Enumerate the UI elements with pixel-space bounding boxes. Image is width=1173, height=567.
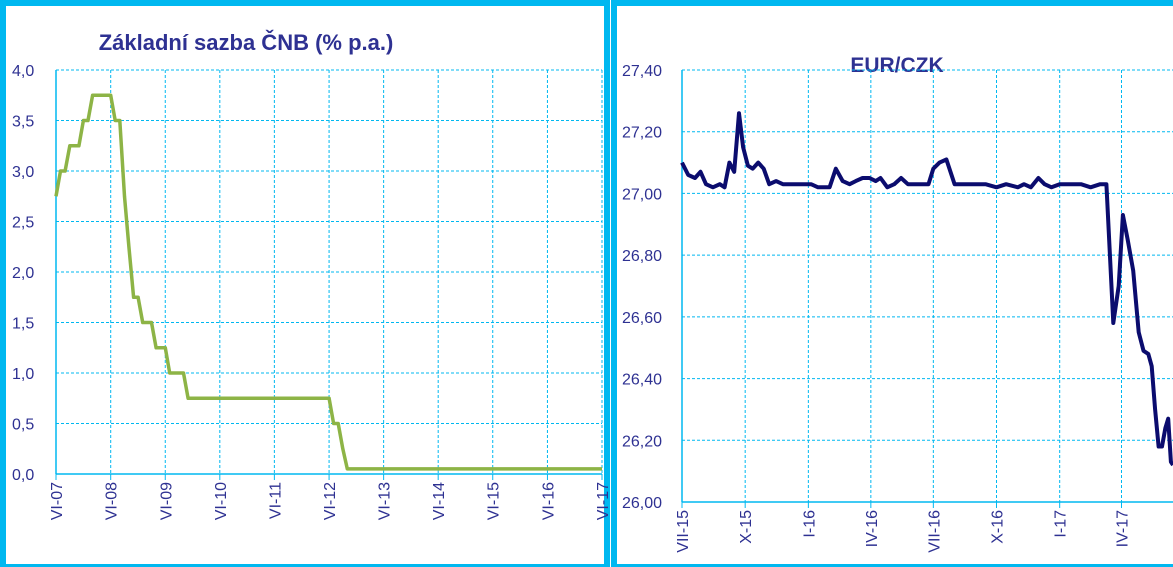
left-chart-x-tick-label: VI-07 [49, 482, 66, 520]
right-chart-y-tick-label: 26,80 [622, 248, 662, 265]
right-chart-series-line [680, 111, 1173, 467]
left-chart-x-tick-label: VI-12 [322, 482, 339, 520]
right-chart-title: EUR/CZK [850, 54, 943, 77]
left-chart-y-tick-label: 1,5 [12, 316, 34, 333]
left-chart-x-tick-label: VI-16 [540, 482, 557, 520]
left-chart-panel [0, 0, 610, 567]
right-chart-y-tick-label: 27,40 [622, 63, 662, 80]
left-chart-x-tick-label: VI-09 [158, 482, 175, 520]
left-chart-title: Základní sazba ČNB (% p.a.) [99, 30, 394, 55]
left-chart-y-tick-label: 3,5 [12, 114, 34, 131]
right-chart-x-axis: VII-15 X-15 I-16 IV-16 VII-16 X-16 I-17 IV-17 [675, 510, 1131, 553]
right-chart-x-tick-label: X-16 [990, 510, 1007, 544]
right-chart-x-tick-label: VII-15 [675, 510, 692, 553]
right-chart-y-tick-label: 26,20 [622, 433, 662, 450]
left-chart-series [54, 93, 602, 471]
left-chart-y-tick-label: 4,0 [12, 63, 34, 80]
right-chart-panel [611, 0, 1173, 567]
right-chart-y-tick-label: 27,20 [622, 125, 662, 142]
left-chart-x-tick-label: VI-08 [104, 482, 121, 520]
right-chart-series [680, 111, 1173, 467]
right-chart-x-tick-label: IV-17 [1114, 510, 1131, 547]
right-chart-x-tick-label: I-16 [801, 510, 818, 538]
left-chart-grid [55, 69, 603, 480]
left-chart-x-tick-label: VI-17 [595, 482, 612, 520]
left-chart-x-tick-label: VI-11 [267, 482, 284, 519]
left-chart-y-tick-label: 2,0 [12, 265, 34, 282]
left-chart-y-tick-label: 0,0 [12, 467, 34, 484]
right-chart-grid [681, 69, 1173, 508]
left-chart-y-axis: 0,0 0,5 1,0 1,5 2,0 2,5 3,0 3,5 4,0 [12, 63, 34, 484]
left-chart-y-tick-label: 1,0 [12, 366, 34, 383]
left-chart-y-tick-label: 2,5 [12, 215, 34, 232]
right-chart-y-tick-label: 26,60 [622, 310, 662, 327]
left-chart-y-tick-label: 0,5 [12, 417, 34, 434]
left-chart-x-tick-label: VI-13 [377, 482, 394, 520]
right-chart-x-tick-label: VII-16 [926, 510, 943, 553]
right-chart-y-tick-label: 26,00 [622, 495, 662, 512]
left-chart-series-line [54, 93, 602, 471]
right-chart-y-tick-label: 27,00 [622, 186, 662, 203]
right-chart-x-tick-label: I-17 [1053, 510, 1070, 538]
left-chart-x-tick-label: VI-14 [431, 482, 448, 520]
left-chart-x-tick-label: VI-15 [486, 482, 503, 520]
right-chart-y-axis: 26,00 26,20 26,40 26,60 26,80 27,00 27,20 27,40 [622, 63, 662, 512]
right-chart-x-tick-label: X-15 [738, 510, 755, 544]
right-chart-y-tick-label: 26,40 [622, 372, 662, 389]
left-chart-x-tick-label: VI-10 [213, 482, 230, 520]
left-chart-x-axis: VI-07 VI-08 VI-09 VI-10 VI-11 VI-12 VI-13 VI-14… [49, 482, 612, 520]
right-chart-x-tick-label: IV-16 [864, 510, 881, 547]
left-chart-y-tick-label: 3,0 [12, 164, 34, 181]
